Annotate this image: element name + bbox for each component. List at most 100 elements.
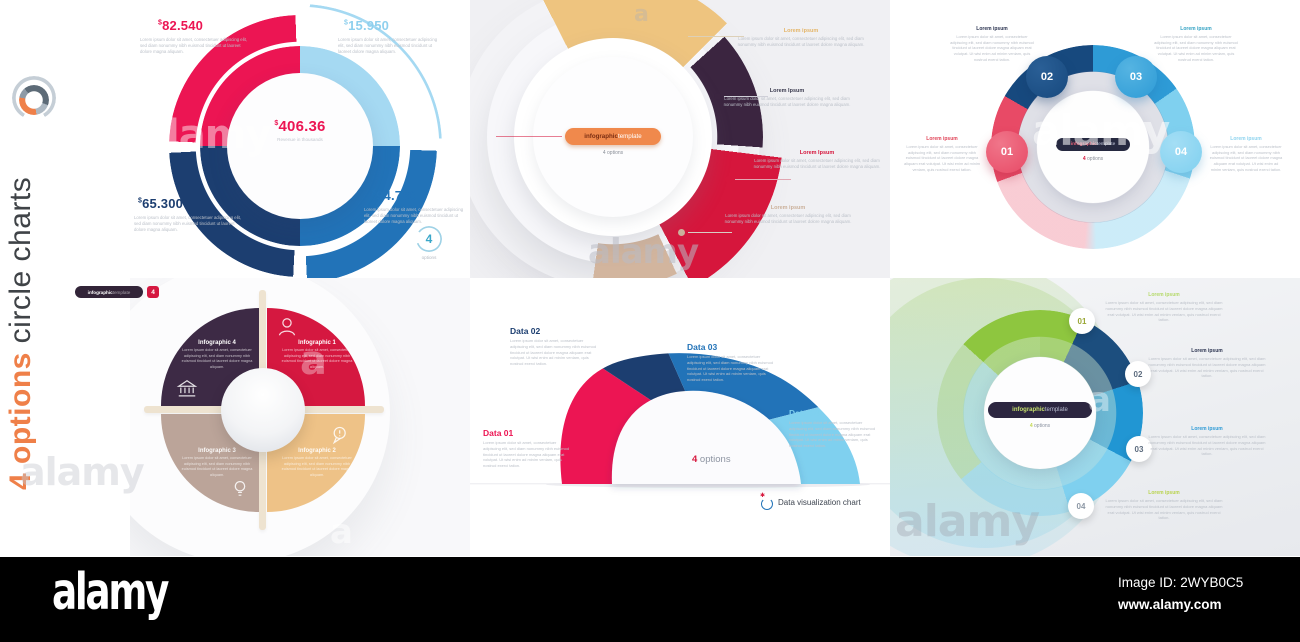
p1-options-badge-label: options	[421, 255, 437, 260]
p1-center-value: $406.36	[227, 118, 373, 135]
p3-item-right: Lorem ipsum Lorem ipsum dolor sit amet, …	[1208, 136, 1284, 172]
p1-label-2-caption: Lorem ipsum dolor sit amet, consectetuer…	[338, 37, 438, 55]
page-title-rest: circle charts	[4, 176, 37, 353]
p4-quadrant-3-text: Infographic 3 Lorem ipsum dolor sit amet…	[181, 448, 253, 478]
p1-currency-3: $	[372, 189, 377, 197]
p6-item-1: Lorem ipsum Lorem ipsum dolor sit amet, …	[1102, 292, 1226, 323]
p2-item-4-body: Lorem ipsum dolor sit amet, consectetuer…	[724, 213, 852, 225]
panel-1-value-donut: $406.36 Revenue in thousands $82.540 Lor…	[130, 0, 470, 278]
p5-brand-text: Data visualization chart	[778, 498, 861, 507]
p6-pill-bold: infographic	[1012, 407, 1045, 413]
p2-item-1: Lorem ipsum Lorem ipsum dolor sit amet, …	[736, 28, 866, 48]
chart-logo-circle	[761, 498, 773, 510]
p4-quadrant-3-title: Infographic 3	[198, 448, 236, 454]
p2-item-3-body: Lorem ipsum dolor sit amet, consectetuer…	[753, 158, 881, 170]
p6-marker-02: 02	[1125, 361, 1151, 387]
p6-item-4: Lorem ipsum Lorem ipsum dolor sit amet, …	[1102, 490, 1226, 521]
p6-center-pill: infographic template	[988, 402, 1092, 418]
p1-center-amount: 406.36	[278, 118, 326, 135]
p4-pill-bold: infographic	[87, 289, 113, 295]
p3-pill-rest: template	[1096, 142, 1116, 147]
p2-line-4	[688, 232, 732, 233]
p1-currency-4: $	[138, 197, 143, 205]
p2-item-1-heading: Lorem ipsum	[783, 28, 819, 34]
p1-label-1: $82.540 Lorem ipsum dolor sit amet, cons…	[140, 18, 255, 56]
p5-blob-chart	[470, 353, 890, 488]
p2-line-1	[688, 36, 744, 37]
p6-marker-01-label: 01	[1077, 316, 1087, 326]
panel-2-arc-infographic: infographic template 4 options Lorem ips…	[470, 0, 890, 278]
p4-quadrant-1-body: Lorem ipsum dolor sit amet, consectetuer…	[281, 348, 353, 369]
p5-label-data03: Data 03 Lorem ipsum dolor sit amet, cons…	[687, 342, 779, 383]
p2-item-4: Lorem ipsum Lorem ipsum dolor sit amet, …	[723, 205, 853, 225]
p1-label-1-caption: Lorem ipsum dolor sit amet, consectetuer…	[140, 37, 247, 55]
p6-item-1-heading: Lorem ipsum	[1148, 292, 1180, 298]
p5-label-data03-body: Lorem ipsum dolor sit amet, consectetuer…	[687, 354, 774, 383]
p5-brand-row: ✱ Data visualization chart	[760, 493, 861, 510]
p3-center-pill: infographic template	[1056, 138, 1130, 151]
lightbulb-icon	[234, 480, 246, 496]
panel-6-ring-chart: infographic template 4 options 01 02 03 …	[890, 278, 1300, 556]
p4-count-badge-number: 4	[151, 288, 155, 296]
p4-count-badge: 4	[147, 286, 159, 298]
p5-label-data02-body: Lorem ipsum dolor sit amet, consectetuer…	[510, 338, 597, 367]
p3-bubble-02: 02	[1026, 56, 1068, 98]
page-title-accent: 4 options	[4, 352, 37, 490]
p4-quadrant-1-text: Infographic 1 Lorem ipsum dolor sit amet…	[281, 340, 353, 370]
p6-item-4-body: Lorem ipsum dolor sit amet, consectetuer…	[1105, 498, 1223, 521]
p5-label-data02-heading: Data 02	[510, 326, 541, 336]
p3-bubble-03: 03	[1115, 56, 1157, 98]
p3-options-num: 4	[1082, 156, 1086, 162]
footer-bar: alamy Image ID: 2WYB0C5 www.alamy.com	[0, 557, 1300, 642]
p6-marker-03: 03	[1126, 436, 1152, 462]
p2-left-leader-line	[496, 136, 562, 137]
p1-currency-2: $	[344, 19, 349, 27]
p3-bubble-04-label: 04	[1174, 146, 1188, 158]
p2-dot-2	[714, 93, 721, 100]
p5-center-options: 4 options	[692, 454, 731, 465]
p5-label-data01-heading: Data 01	[483, 428, 514, 438]
p5-label-data01: Data 01 Lorem ipsum dolor sit amet, cons…	[483, 428, 571, 469]
p2-item-3: Lorem Ipsum Lorem ipsum dolor sit amet, …	[752, 150, 882, 170]
chart-logo-icon: ✱	[760, 493, 773, 510]
p2-dot-3	[725, 176, 732, 183]
p1-options-badge-number: 4	[425, 232, 433, 246]
p2-line-2	[724, 96, 768, 97]
p1-label-3: $94.730 Lorem ipsum dolor sit amet, cons…	[364, 188, 470, 226]
p3-bubble-04: 04	[1160, 131, 1202, 173]
p4-quadrant-2-title: Infographic 2	[298, 448, 336, 454]
p3-item-topright-body: Lorem ipsum dolor sit amet, consectetuer…	[1154, 34, 1238, 62]
p1-value-2: 15.950	[348, 18, 390, 33]
p4-quadrant-3-body: Lorem ipsum dolor sit amet, consectetuer…	[181, 456, 253, 477]
p3-item-left-heading: Lorem ipsum	[926, 136, 958, 142]
p2-item-2: Lorem Ipsum Lorem ipsum dolor sit amet, …	[722, 88, 852, 108]
p2-item-2-body: Lorem ipsum dolor sit amet, consectetuer…	[723, 96, 851, 108]
p1-value-4: 65.300	[142, 196, 184, 211]
p2-pill-bold: infographic	[584, 133, 618, 140]
p3-bubble-01-label: 01	[1000, 146, 1014, 158]
footer-url: www.alamy.com	[1118, 597, 1222, 612]
p4-quadrant-4-text: Infographic 4 Lorem ipsum dolor sit amet…	[181, 340, 253, 370]
p3-item-topright-heading: Lorem ipsum	[1180, 26, 1212, 32]
p3-bubble-01: 01	[986, 131, 1028, 173]
panel-4-quadrant-pie: Infographic 4 Lorem ipsum dolor sit amet…	[130, 278, 470, 556]
p6-item-3: Lorem ipsum Lorem ipsum dolor sit amet, …	[1145, 426, 1269, 457]
p2-dot-1	[678, 33, 685, 40]
p5-label-data02: Data 02 Lorem ipsum dolor sit amet, cons…	[510, 326, 602, 367]
p6-options-num: 4	[1029, 423, 1033, 429]
footer-image-id: Image ID: 2WYB0C5	[1118, 575, 1244, 590]
p6-item-2-heading: Lorem ipsum	[1191, 348, 1223, 354]
p5-label-data03-heading: Data 03	[687, 342, 718, 352]
p2-dot-4	[678, 229, 685, 236]
p4-quadrant-4-title: Infographic 4	[198, 340, 236, 346]
p6-marker-04: 04	[1068, 493, 1094, 519]
p2-item-4-heading: Lorem ipsum	[770, 205, 806, 211]
p6-marker-02-label: 02	[1133, 369, 1143, 379]
p1-label-4: $65.300 Lorem ipsum dolor sit amet, cons…	[134, 196, 249, 234]
p4-quadrant-4-body: Lorem ipsum dolor sit amet, consectetuer…	[181, 348, 253, 369]
p3-item-right-heading: Lorem ipsum	[1230, 136, 1262, 142]
p6-item-1-body: Lorem ipsum dolor sit amet, consectetuer…	[1105, 300, 1223, 323]
p1-currency-1: $	[158, 19, 163, 27]
p3-item-right-body: Lorem ipsum dolor sit amet, consectetuer…	[1209, 144, 1283, 172]
p4-title-pill: infographic template	[75, 286, 143, 298]
